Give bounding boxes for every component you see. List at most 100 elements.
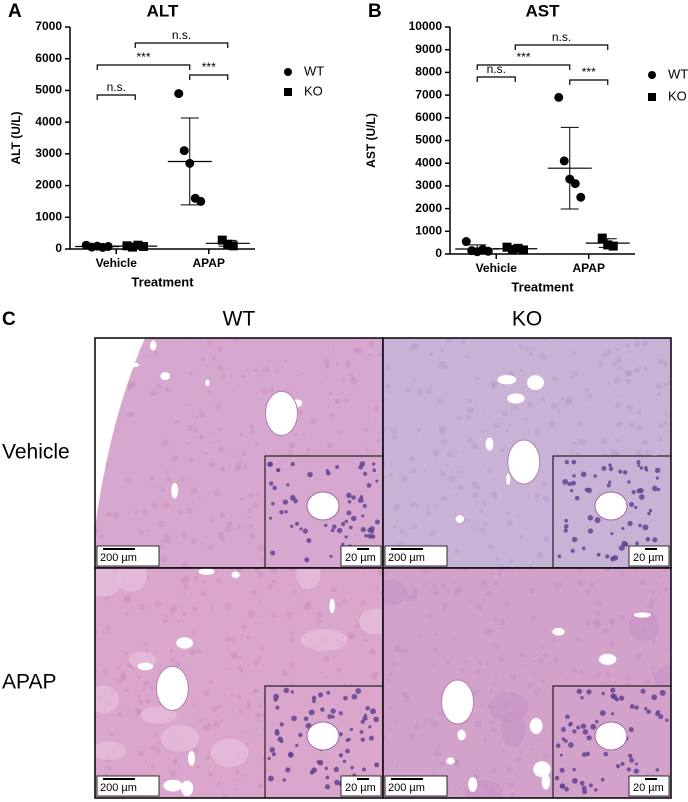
tissue-texture [116,666,120,670]
tissue-texture [373,672,378,677]
tissue-texture [483,522,488,527]
tissue-texture [329,413,335,419]
tissue-texture [505,429,508,433]
tissue-texture [545,705,548,708]
significance-label: *** [136,50,150,64]
tissue-texture [191,630,197,636]
nucleus [596,552,601,557]
histology-image: 200 µm 20 µm [95,338,383,568]
nucleus [564,786,569,792]
data-point [174,89,184,99]
tissue-texture [584,588,591,595]
tissue-texture [260,646,265,651]
tissue-texture [541,679,544,682]
nucleus [371,462,376,466]
tissue-texture [576,452,580,457]
tissue-texture [528,351,534,356]
significance-bracket [569,79,609,85]
tissue-texture [410,456,416,462]
row-header: APAP [2,671,56,694]
tissue-texture [639,366,642,369]
tissue-texture [391,662,395,666]
nucleus [346,510,352,516]
nucleus [568,721,573,726]
nucleus [571,459,577,465]
tissue-texture [625,378,632,385]
tissue-texture [219,466,226,473]
tissue-texture [482,501,487,506]
nucleus [317,759,324,766]
nucleus [327,714,333,719]
tissue-texture [390,427,398,434]
tissue-texture [412,523,418,530]
tissue-texture [184,441,189,446]
tissue-texture [614,402,621,409]
tissue-texture [229,693,234,697]
tissue-texture [501,410,508,417]
tissue-texture [106,512,110,517]
tissue-texture [258,544,265,552]
nucleus [271,752,276,757]
nucleus [634,505,638,510]
tissue-texture [552,339,556,342]
nucleus [652,537,658,543]
tissue-texture [218,427,222,431]
tissue-texture [441,583,446,589]
nucleus [586,689,592,695]
nucleus [559,753,563,757]
tissue-texture [182,592,186,595]
tissue-texture [184,575,188,578]
tissue-texture [474,403,477,406]
tissue-texture [572,351,577,356]
vessel [527,375,544,391]
tissue-texture [491,572,495,576]
error-bar [218,239,237,247]
tissue-texture [193,575,199,581]
tissue-texture [629,421,635,427]
tissue-texture [656,383,663,390]
nucleus [373,716,380,723]
tissue-texture [619,614,626,621]
tissue-texture [217,705,222,709]
nucleus [279,509,284,515]
tissue-texture [328,391,333,396]
nucleus [644,707,648,711]
tissue-texture [637,410,642,415]
tissue-texture [445,340,449,343]
vessel [455,515,465,523]
nucleus [601,691,605,696]
nucleus [351,495,356,500]
nucleus [351,515,357,522]
tissue-texture [386,677,392,684]
tissue-texture [502,749,506,752]
vessel [533,761,551,778]
tissue-texture [541,397,546,402]
nucleus [291,715,297,722]
nucleus [645,468,649,472]
tissue-texture [518,750,522,754]
tissue-texture [448,475,455,482]
tissue-texture [527,401,533,408]
tissue-texture [667,379,671,385]
tissue-texture [445,659,451,665]
tissue-texture [615,356,623,364]
tissue-texture [460,338,467,344]
tissue-texture [456,586,463,593]
nucleus [654,467,661,473]
tissue-texture [575,636,581,643]
nucleus [569,489,574,493]
significance-bracket [134,42,229,48]
tissue-texture [475,485,481,491]
tissue-texture [554,377,558,381]
tissue-texture [269,387,275,393]
tissue-texture [363,637,368,643]
nucleus [282,499,289,505]
inset-vessel [594,721,628,751]
nucleus [618,469,623,474]
nucleus [564,518,569,523]
tissue-texture [160,555,168,563]
nucleus [581,546,586,551]
data-point [196,196,206,206]
tissue-texture [207,389,212,395]
tissue-texture [154,601,162,608]
